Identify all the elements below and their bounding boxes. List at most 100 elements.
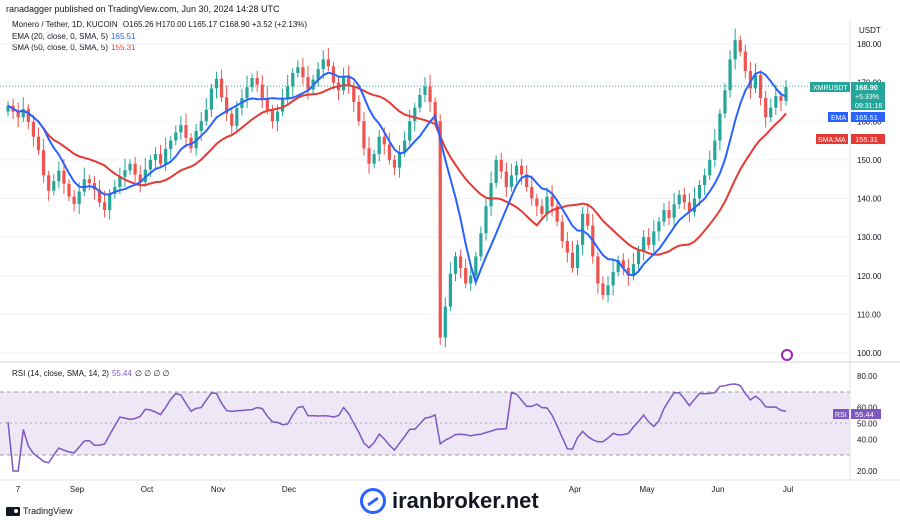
rsi-legend-extra: ∅ ∅ ∅ ∅ xyxy=(134,369,170,378)
candle-body xyxy=(779,96,783,101)
rsi-tick-label: 20.00 xyxy=(857,467,878,476)
candle-body xyxy=(204,109,208,122)
countdown-badge: 09:31:16 xyxy=(855,103,882,110)
candle-body xyxy=(199,121,203,131)
watermark-text: iranbroker.net xyxy=(392,488,539,513)
candle-body xyxy=(31,122,36,137)
candle-body xyxy=(280,98,285,112)
candle-body xyxy=(169,140,173,150)
candle-body xyxy=(540,206,544,214)
rsi-tick-label: 50.00 xyxy=(857,420,878,429)
candle-body xyxy=(743,51,747,72)
time-tick-label: Jun xyxy=(712,485,725,494)
candle-body xyxy=(103,202,107,211)
price-badge-bg xyxy=(851,82,885,110)
candle-body xyxy=(158,154,163,164)
time-tick-label: Jul xyxy=(783,485,793,494)
candle-body xyxy=(403,140,407,153)
candle-body xyxy=(291,72,295,87)
candle-body xyxy=(636,250,641,265)
lightning-settings-icon[interactable] xyxy=(781,349,793,361)
candle-body xyxy=(575,244,580,269)
time-axis: 7 Sep Oct Nov Dec Apr May Jun Jul xyxy=(16,485,794,494)
currency-label[interactable]: USDT xyxy=(859,26,881,35)
candle-body xyxy=(748,71,753,89)
candle-body xyxy=(504,171,508,187)
sma-legend-label: SMA (50, close, 0, SMA, 5) xyxy=(12,43,109,52)
sma-badge: SMA:MA 155.31 xyxy=(816,134,885,144)
price-tick-label: 180.00 xyxy=(857,40,882,49)
candle-body xyxy=(723,90,727,114)
candle-body xyxy=(631,264,636,276)
chart-logo-icon xyxy=(360,488,386,514)
candle-body xyxy=(413,107,417,122)
time-tick-label: Sep xyxy=(70,485,85,494)
ema-tag: EMA xyxy=(831,115,847,122)
symbol-price-badge: XMRUSDT 168.90 +5.33% 09:31:16 xyxy=(810,82,885,110)
candle-body xyxy=(230,113,234,126)
candle-body xyxy=(306,77,310,90)
rsi-tag: RSI xyxy=(835,412,847,419)
candle-body xyxy=(321,59,325,70)
candle-body xyxy=(682,194,686,203)
candle-body xyxy=(672,204,676,218)
time-tick-label: May xyxy=(639,485,654,494)
symbol-badge-bg xyxy=(810,82,850,92)
candle-body xyxy=(41,150,46,176)
candle-body xyxy=(667,210,671,218)
candle-body xyxy=(128,163,132,171)
candle-body xyxy=(509,175,514,187)
candle-body xyxy=(219,78,224,98)
ema-tag-bg xyxy=(828,112,848,122)
time-tick-label: Dec xyxy=(282,485,296,494)
candle-body xyxy=(545,196,549,214)
candle-body xyxy=(225,97,229,114)
rsi-axis: 80.00 60.00 50.00 40.00 20.00 xyxy=(857,372,878,476)
candle-body xyxy=(438,121,442,338)
rsi-badge: RSI 55.44 xyxy=(833,409,881,419)
ema-legend[interactable]: EMA (20, close, 0, SMA, 5) 165.51 xyxy=(12,32,136,41)
candle-body xyxy=(316,69,320,80)
candle-body xyxy=(418,94,422,108)
candle-body xyxy=(499,159,503,172)
candle-body xyxy=(652,231,656,245)
candle-body xyxy=(362,121,366,149)
sma-legend[interactable]: SMA (50, close, 0, SMA, 5) 155.31 xyxy=(12,43,136,52)
candle-body xyxy=(662,210,666,222)
candle-body xyxy=(387,144,391,160)
candle-body xyxy=(408,121,412,141)
candlestick-series xyxy=(6,28,788,348)
candle-body xyxy=(347,76,351,87)
candle-body xyxy=(326,59,330,67)
candle-body xyxy=(616,260,620,272)
candle-body xyxy=(464,268,468,284)
ema-20-line xyxy=(7,70,787,286)
candle-body xyxy=(382,136,386,145)
candle-body xyxy=(97,189,102,203)
candle-body xyxy=(342,76,346,91)
candle-body xyxy=(265,98,269,110)
candle-body xyxy=(453,256,458,274)
tradingview-logo[interactable]: TradingView xyxy=(6,506,73,516)
candle-body xyxy=(758,74,763,99)
candle-body xyxy=(377,136,381,155)
candle-body xyxy=(601,283,605,296)
candle-body xyxy=(570,252,575,269)
ema-badge: EMA 165.51 xyxy=(828,112,885,122)
candle-body xyxy=(443,306,447,338)
candle-body xyxy=(494,159,498,184)
candle-body xyxy=(6,105,10,112)
symbol-name[interactable]: Monero / Tether, 1D, KUCOIN xyxy=(12,20,118,29)
candle-body xyxy=(606,285,610,296)
rsi-legend[interactable]: RSI (14, close, SMA, 14, 2) 55.44 ∅ ∅ ∅ ∅ xyxy=(12,369,170,378)
candle-body xyxy=(250,77,254,88)
candle-body xyxy=(728,59,732,91)
rsi-tick-label: 80.00 xyxy=(857,372,878,381)
candle-body xyxy=(62,170,66,184)
sma-tag-bg xyxy=(816,134,848,144)
change-badge: +5.33% xyxy=(855,94,879,101)
candle-body xyxy=(357,101,361,122)
candle-body xyxy=(235,108,239,126)
candle-body xyxy=(433,101,437,122)
